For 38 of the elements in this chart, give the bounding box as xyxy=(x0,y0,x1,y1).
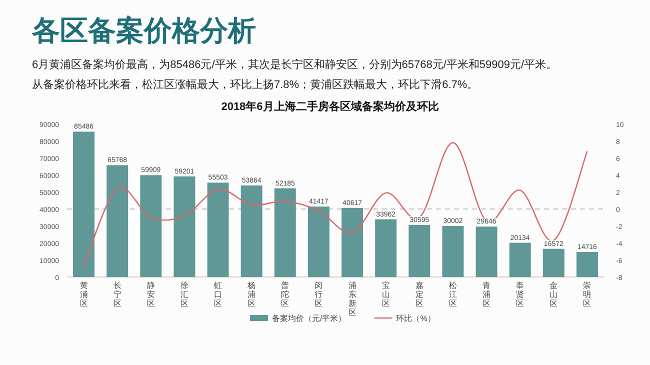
x-tick-label: 普陀区 xyxy=(281,281,290,308)
x-tick-label: 嘉定区 xyxy=(415,281,424,308)
x-tick-label: 黄浦区 xyxy=(80,281,88,308)
bar xyxy=(308,206,330,277)
bar xyxy=(207,182,229,277)
bar xyxy=(73,132,95,277)
bar xyxy=(476,226,498,277)
bar xyxy=(509,242,531,277)
bar xyxy=(576,252,598,277)
chart-subtitle: 2018年6月上海二手房各区域备案均价及环比 xyxy=(221,100,439,113)
bar xyxy=(542,248,564,277)
x-tick-label: 徐汇区 xyxy=(180,281,188,308)
x-tick-label: 浦东新区 xyxy=(348,281,356,317)
legend-label: 备案均价（元/平米） xyxy=(272,314,346,323)
bar xyxy=(174,176,196,277)
x-tick-label: 宝山区 xyxy=(382,281,390,308)
x-tick-label: 崇明区 xyxy=(583,281,592,308)
bar xyxy=(140,175,162,277)
chart-title: 各区备案价格分析 xyxy=(31,15,256,46)
bar xyxy=(342,208,364,277)
x-tick-label: 松江区 xyxy=(448,281,457,308)
x-tick-label: 青浦区 xyxy=(482,281,491,308)
bar xyxy=(240,185,262,277)
bar xyxy=(106,165,128,277)
x-tick-label: 金山区 xyxy=(550,281,558,308)
legend-label: 环比（%） xyxy=(396,314,436,323)
x-tick-label: 静安区 xyxy=(146,281,155,308)
bar xyxy=(442,226,464,277)
x-tick-label: 杨浦区 xyxy=(246,281,256,308)
bar xyxy=(274,188,296,277)
text: 从备案价格环比来看，松江区涨幅最大，环比上扬7.8%；黄浦区跌幅最大，环比下滑6.7%。 xyxy=(32,78,478,91)
x-tick-label: 奉贤区 xyxy=(516,281,524,308)
bar xyxy=(408,224,430,277)
text: 6月黄浦区备案均价最高，为85486元/平米，其次是长宁区和静安区，分别为65768元/平米和59909元/平米。 xyxy=(32,58,558,71)
x-tick-label: 虹口区 xyxy=(214,281,222,308)
x-tick-label: 长宁区 xyxy=(113,281,122,308)
x-tick-label: 闵行区 xyxy=(314,281,323,308)
bar xyxy=(375,219,397,277)
